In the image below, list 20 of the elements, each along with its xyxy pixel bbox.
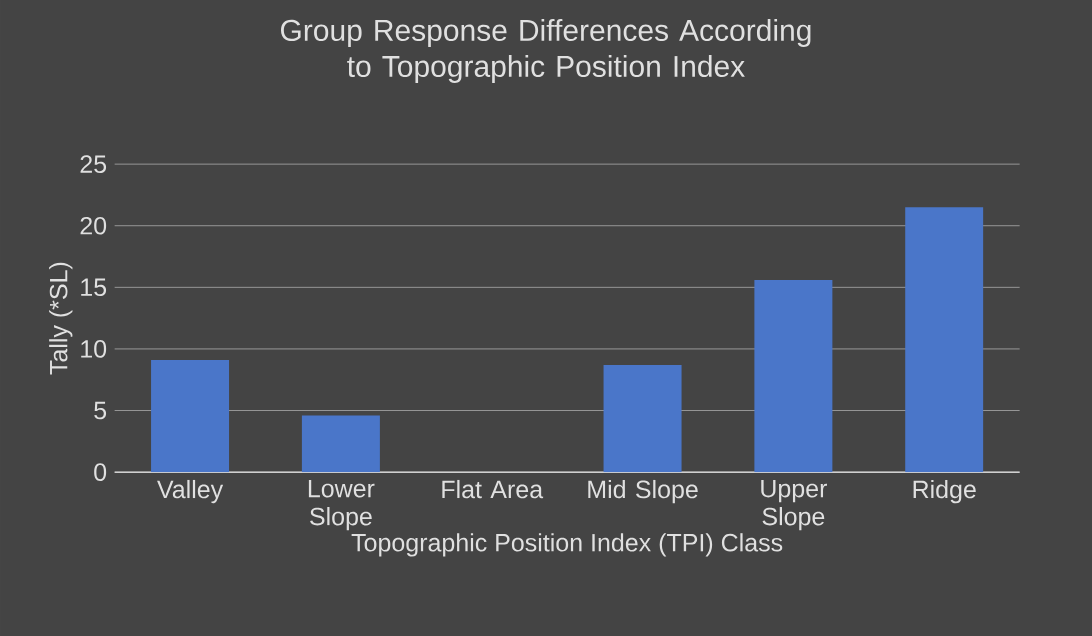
y-tick-label: 0: [94, 463, 107, 481]
x-tick-label: Ridge: [913, 479, 976, 504]
chart-title: Group Response Differences According to Topographic Position Index: [280, 19, 811, 83]
x-tick-label: Upper Slope: [761, 479, 827, 531]
y-tick-label: 10: [81, 340, 107, 358]
y-tick-label: 20: [80, 216, 107, 235]
y-axis-title: Tally (*SL): [49, 262, 73, 375]
y-tick-label: 15: [81, 278, 107, 297]
x-axis-title: Topographic Position Index (TPI) Class: [351, 533, 783, 557]
y-tick-label: 5: [94, 401, 107, 420]
bar: [905, 207, 984, 473]
x-tick-label: Mid Slope: [588, 479, 698, 504]
bar: [301, 415, 380, 473]
bar: [754, 279, 833, 473]
x-tick-label: Flat Area: [442, 479, 544, 499]
x-tick-label: Valley: [157, 479, 224, 504]
x-tick-label: Lower Slope: [308, 479, 375, 531]
bar: [603, 364, 682, 473]
y-tick-label: 25: [80, 155, 107, 173]
bar: [151, 360, 230, 473]
